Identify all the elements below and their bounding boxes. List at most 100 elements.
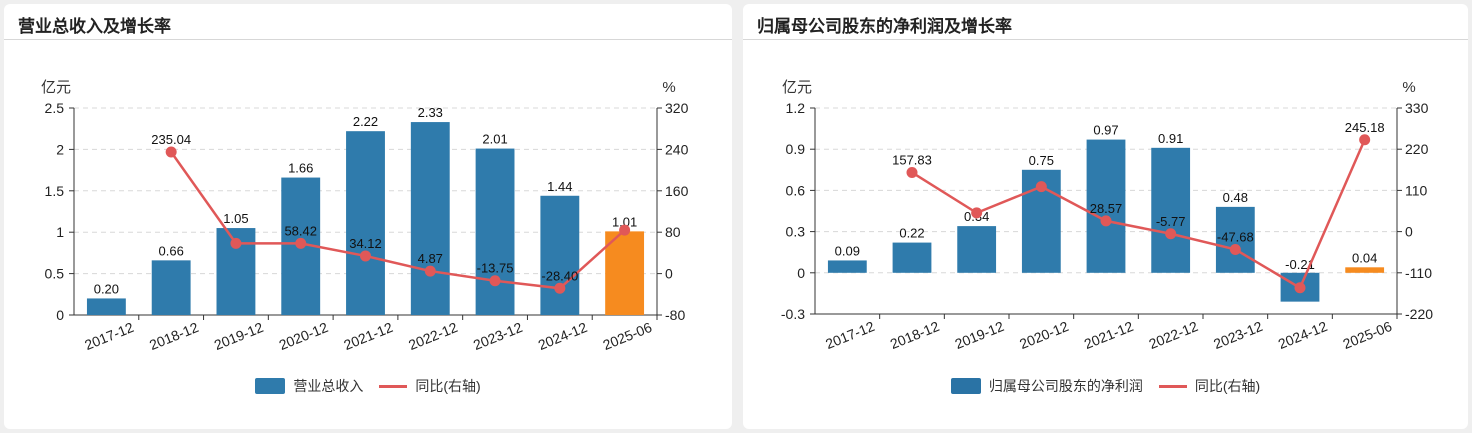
bar-value-label: 2.22	[353, 114, 378, 129]
yoy-point-2024-12	[554, 282, 566, 294]
x-axis-tick-label: 2022-12	[1146, 318, 1200, 352]
left-axis-tick-label: 2	[56, 141, 64, 157]
left-axis-tick-label: 1.2	[786, 100, 806, 116]
yoy-point-2018-12	[906, 166, 918, 178]
right-axis-tick-label: -80	[665, 307, 685, 323]
bar-2023-12	[1215, 206, 1255, 273]
x-axis-tick-label: 2024-12	[536, 319, 590, 353]
legend-bar-swatch	[950, 378, 981, 394]
x-axis-tick-label: 2025-06	[600, 319, 654, 353]
bar-value-label: 0.97	[1093, 123, 1118, 138]
bar-2017-12	[827, 260, 867, 273]
yoy-value-label: -13.75	[477, 261, 514, 276]
legend-item-yoy[interactable]: 同比(右轴)	[1158, 376, 1261, 396]
yoy-point-2019-12	[230, 237, 242, 249]
x-axis-tick-label: 2021-12	[341, 319, 395, 353]
yoy-growth-line	[911, 139, 1366, 290]
yoy-point-2021-12	[1100, 215, 1112, 227]
legend-bar-swatch	[255, 378, 286, 394]
net-profit-chart: 亿元 % 1.2 330 0.9 220 0.6 110 0.3 0 0 -110 -0.3 -220 20…	[781, 79, 1433, 352]
legend-item-yoy[interactable]: 同比(右轴)	[379, 376, 481, 396]
yoy-value-label: 34.12	[349, 236, 382, 251]
yoy-point-2020-12	[295, 237, 307, 249]
right-axis-tick-label: 0	[665, 266, 673, 282]
yoy-value-label: -5.77	[1156, 214, 1186, 229]
left-axis-unit: 亿元	[782, 79, 812, 96]
x-axis-tick-label: 2022-12	[406, 319, 460, 353]
x-axis-tick-label: 2020-12	[277, 319, 331, 353]
bar-value-label: 0.91	[1158, 131, 1183, 146]
bar-value-label: 1.01	[612, 214, 637, 229]
left-axis-tick-label: 0.9	[786, 141, 806, 157]
bar-2025-06	[1345, 267, 1385, 273]
bar-2022-12	[1151, 147, 1191, 273]
legend-item-net-profit[interactable]: 归属母公司股东的净利润	[950, 376, 1143, 396]
yoy-point-2025-06	[1359, 134, 1371, 146]
revenue-chart: 亿元 % 2.5 320 2 240 1.5 160 1 80 0.5 0 0 -80 2017-12 201…	[41, 79, 689, 353]
left-axis-tick-label: -0.3	[781, 306, 805, 322]
left-axis-tick-label: 1.5	[45, 183, 65, 199]
x-axis-tick-label: 2019-12	[952, 318, 1006, 352]
right-axis-unit: %	[662, 79, 675, 96]
right-axis-tick-label: 330	[1405, 100, 1429, 116]
bar-value-label: 2.01	[482, 132, 507, 147]
left-axis-tick-label: 2.5	[45, 100, 65, 116]
left-axis-tick-label: 0.3	[786, 224, 806, 240]
bar-value-label: 0.48	[1223, 190, 1248, 205]
legend-line-swatch	[1158, 384, 1187, 388]
right-axis-tick-label: 110	[1405, 182, 1428, 198]
legend-item-revenue[interactable]: 营业总收入	[255, 376, 363, 396]
yoy-point-2023-12	[489, 275, 501, 287]
right-axis-tick-label: -110	[1405, 265, 1432, 281]
yoy-value-label: 4.87	[418, 251, 443, 266]
bar-value-label: 0.75	[1029, 153, 1054, 168]
bar-2024-12	[540, 195, 580, 315]
left-axis-tick-label: 0.6	[786, 182, 806, 198]
x-axis-tick-label: 2019-12	[212, 319, 266, 353]
yoy-point-2021-12	[360, 250, 371, 262]
revenue-chart-title: 营业总收入及增长率	[4, 4, 732, 40]
left-axis-tick-label: 0	[797, 265, 805, 281]
right-axis-tick-label: 220	[1405, 141, 1429, 157]
bar-2018-12	[892, 242, 932, 273]
right-axis-tick-label: 160	[665, 183, 689, 199]
right-axis-tick-label: 80	[665, 224, 681, 240]
right-axis-tick-label: 320	[665, 100, 689, 116]
left-axis-tick-label: 0	[56, 307, 64, 323]
bar-value-label: 1.05	[223, 211, 248, 226]
left-axis-unit: 亿元	[41, 79, 71, 96]
right-axis-tick-label: -220	[1405, 306, 1433, 322]
revenue-chart-legend: 营业总收入 同比(右轴)	[4, 376, 732, 396]
yoy-point-2025-06	[619, 224, 631, 236]
x-axis-tick-label: 2018-12	[147, 319, 201, 353]
yoy-point-2024-12	[1294, 282, 1306, 294]
yoy-point-2018-12	[165, 146, 177, 158]
legend-line-label: 同比(右轴)	[1194, 378, 1261, 394]
bar-2018-12	[151, 260, 191, 315]
yoy-growth-line	[170, 151, 626, 290]
bar-2017-12	[86, 298, 126, 315]
yoy-value-label: 58.42	[284, 223, 317, 238]
bar-2021-12	[1086, 139, 1126, 273]
bar-2023-12	[475, 148, 515, 315]
bar-value-label: 0.20	[94, 281, 119, 296]
left-axis-tick-label: 0.5	[45, 266, 65, 282]
x-axis-tick-label: 2023-12	[1211, 318, 1265, 352]
bar-value-label: 0.66	[159, 243, 184, 258]
yoy-point-2022-12	[424, 265, 436, 277]
left-axis-tick-label: 1	[56, 224, 64, 240]
yoy-value-label: -47.68	[1217, 229, 1254, 244]
revenue-chart-panel: 营业总收入及增长率 亿元% 2.5 320 2 240 1.5 160 1 80 0.5 0 0 -80…	[4, 4, 732, 429]
x-axis-tick-label: 2020-12	[1017, 318, 1071, 352]
bar-2022-12	[410, 122, 450, 316]
bar-2019-12	[957, 226, 997, 273]
bar-value-label: 0.22	[899, 226, 924, 241]
x-axis-tick-label: 2017-12	[823, 318, 877, 352]
net-profit-chart-legend: 归属母公司股东的净利润 同比(右轴)	[743, 376, 1468, 396]
legend-bar-label: 营业总收入	[293, 378, 364, 394]
legend-bar-label: 归属母公司股东的净利润	[988, 378, 1143, 394]
yoy-value-label: -28.40	[541, 268, 578, 283]
right-axis-tick-label: 0	[1405, 224, 1413, 240]
bar-value-label: 0.04	[1352, 250, 1377, 265]
bar-value-label: 1.66	[288, 161, 313, 176]
